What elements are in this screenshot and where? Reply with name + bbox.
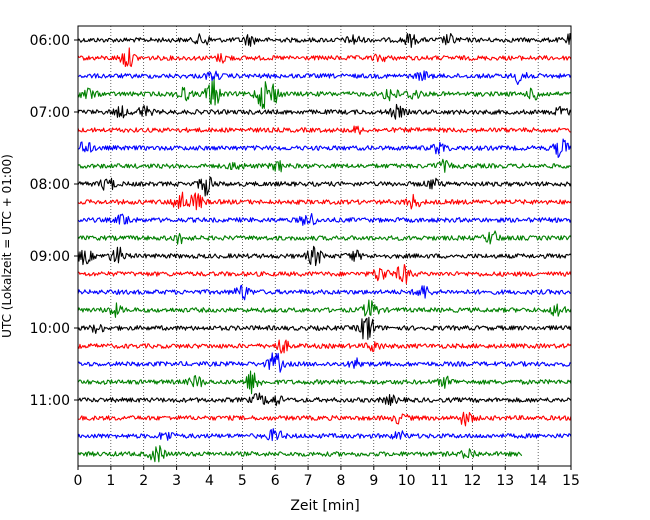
x-tick-label: 6 xyxy=(271,473,280,489)
y-tick-label: 09:00 xyxy=(30,249,70,265)
x-tick-label: 14 xyxy=(529,473,547,489)
trace-line-0600 xyxy=(77,32,572,48)
trace-line-1100 xyxy=(77,392,572,407)
trace-line-0945 xyxy=(77,299,572,318)
y-axis-title: UTC (Lokalzeit = UTC + 01:00) xyxy=(0,154,14,338)
x-tick-label: 9 xyxy=(369,473,378,489)
x-tick-label: 15 xyxy=(562,473,580,489)
y-tick-label: 06:00 xyxy=(30,33,70,49)
trace-line-0915 xyxy=(77,263,572,285)
trace-series xyxy=(77,32,572,463)
trace-line-0700 xyxy=(77,103,572,120)
trace-line-1030 xyxy=(77,352,572,373)
y-tick-label: 10:00 xyxy=(30,321,70,337)
trace-line-1000 xyxy=(77,316,572,340)
x-tick-label: 0 xyxy=(74,473,83,489)
trace-line-0645 xyxy=(77,78,572,109)
trace-line-1145 xyxy=(77,445,523,463)
trace-line-0930 xyxy=(77,284,572,301)
x-tick-label: 4 xyxy=(205,473,214,489)
trace-line-1115 xyxy=(77,411,572,427)
y-tick-label: 08:00 xyxy=(30,177,70,193)
x-tick-label: 12 xyxy=(463,473,481,489)
x-tick-label: 10 xyxy=(398,473,416,489)
trace-line-1045 xyxy=(77,370,572,395)
grid-lines xyxy=(110,26,539,466)
trace-line-0715 xyxy=(77,125,572,135)
trace-line-0900 xyxy=(77,245,572,267)
x-tick-label: 8 xyxy=(336,473,345,489)
plot-frame xyxy=(77,25,572,467)
trace-line-0730 xyxy=(77,138,572,159)
trace-line-0845 xyxy=(77,230,572,245)
x-tick-label: 5 xyxy=(238,473,247,489)
trace-line-0830 xyxy=(77,213,572,226)
trace-line-1015 xyxy=(77,339,572,354)
x-tick-label: 13 xyxy=(496,473,514,489)
x-tick-label: 11 xyxy=(431,473,449,489)
x-tick-label: 3 xyxy=(172,473,181,489)
x-axis-title: Zeit [min] xyxy=(290,498,359,514)
trace-line-0615 xyxy=(77,47,572,68)
trace-line-1130 xyxy=(77,428,572,442)
trace-line-0745 xyxy=(77,158,572,173)
trace-line-0815 xyxy=(77,191,572,211)
y-tick-label: 11:00 xyxy=(30,393,70,409)
x-tick-label: 7 xyxy=(304,473,313,489)
trace-line-0800 xyxy=(77,176,572,197)
y-tick-label: 07:00 xyxy=(30,105,70,121)
x-axis: 0 1 2 3 4 5 6 7 8 9 10 11 12 13 14 15 xyxy=(74,466,580,489)
y-axis: 06:00 07:00 08:00 09:00 10:00 11:00 xyxy=(30,33,78,409)
trace-line-0630 xyxy=(77,70,572,86)
x-tick-label: 2 xyxy=(139,473,148,489)
x-tick-label: 1 xyxy=(106,473,115,489)
